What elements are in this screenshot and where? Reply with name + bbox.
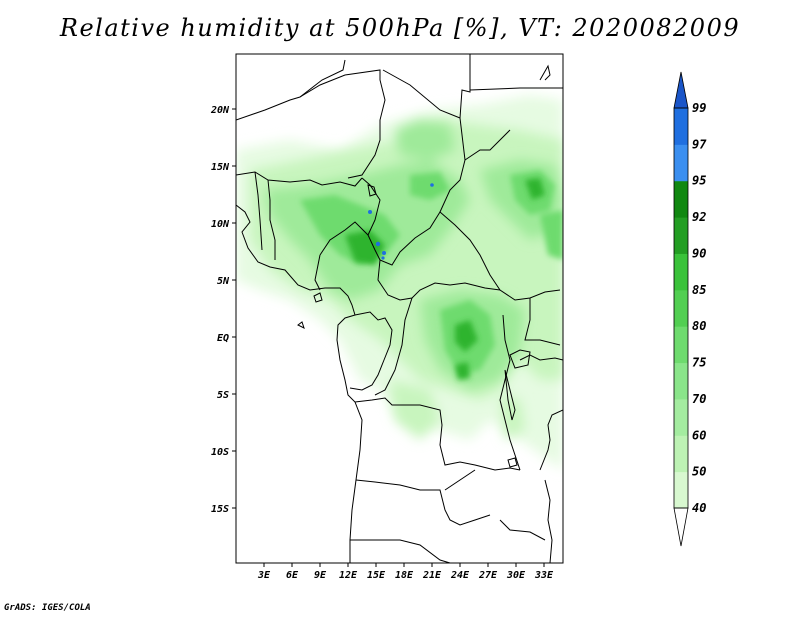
lon-tick: 3E — [257, 570, 271, 581]
colorbar-swatch — [674, 180, 688, 218]
colorbar-label: 70 — [692, 392, 706, 406]
lat-tick: 5N — [217, 276, 230, 287]
colorbar-swatch — [674, 398, 688, 436]
humidity-field — [236, 95, 563, 470]
map-frame — [235, 53, 564, 564]
country-borders — [236, 54, 563, 563]
colorbar-label: 60 — [692, 428, 706, 442]
lon-tick: 30E — [506, 570, 526, 581]
lon-axis: 3E 6E 9E 12E 15E 18E 21E 24E 27E 30E 33E — [257, 563, 554, 581]
lat-tick: 10N — [211, 219, 230, 230]
colorbar-min-arrow — [674, 508, 688, 546]
lat-tick: 5S — [217, 390, 229, 401]
colorbar-swatch — [674, 108, 688, 145]
colorbar-swatch — [674, 471, 688, 509]
lon-tick: 6E — [286, 570, 299, 581]
colorbar-swatch — [674, 144, 688, 182]
lon-tick: 15E — [367, 570, 386, 581]
colorbar-label: 99 — [692, 101, 706, 115]
colorbar-swatch — [674, 362, 688, 400]
map-title: Relative humidity at 500hPa [%], VT: 202… — [59, 14, 741, 42]
lon-tick: 27E — [478, 570, 498, 581]
colorbar-label: 75 — [692, 356, 706, 370]
lat-tick: 10S — [211, 447, 229, 458]
lat-tick: 15N — [211, 162, 230, 173]
colorbar-swatch — [674, 289, 688, 327]
colorbar-label: 97 — [692, 137, 707, 151]
lon-tick: 18E — [395, 570, 414, 581]
grads-credit: GrADS: IGES/COLA — [4, 603, 91, 613]
colorbar-swatch — [674, 217, 688, 254]
colorbar-label: 90 — [692, 246, 706, 260]
lon-tick: 21E — [422, 570, 442, 581]
colorbar-label: 95 — [692, 174, 706, 188]
lat-tick: EQ — [217, 333, 229, 344]
colorbar-label: 50 — [692, 465, 706, 479]
lat-axis: 20N 15N 10N 5N EQ 5S 10S 15S — [210, 105, 236, 515]
colorbar-label: 92 — [692, 210, 706, 224]
colorbar-label: 85 — [692, 283, 706, 297]
lon-tick: 33E — [534, 570, 554, 581]
lon-tick: 24E — [450, 570, 470, 581]
colorbar-label: 40 — [692, 501, 706, 515]
colorbar-swatch — [674, 253, 688, 291]
colorbar-swatch — [674, 435, 688, 473]
colorbar-label: 80 — [692, 319, 706, 333]
colorbar: 40 50 60 70 75 80 85 90 92 95 97 99 — [673, 71, 707, 547]
colorbar-max-arrow — [674, 72, 688, 108]
lon-tick: 12E — [339, 570, 358, 581]
colorbar-swatch — [674, 326, 688, 364]
lon-tick: 9E — [314, 570, 327, 581]
lat-tick: 15S — [211, 504, 229, 515]
lat-tick: 20N — [210, 105, 230, 116]
